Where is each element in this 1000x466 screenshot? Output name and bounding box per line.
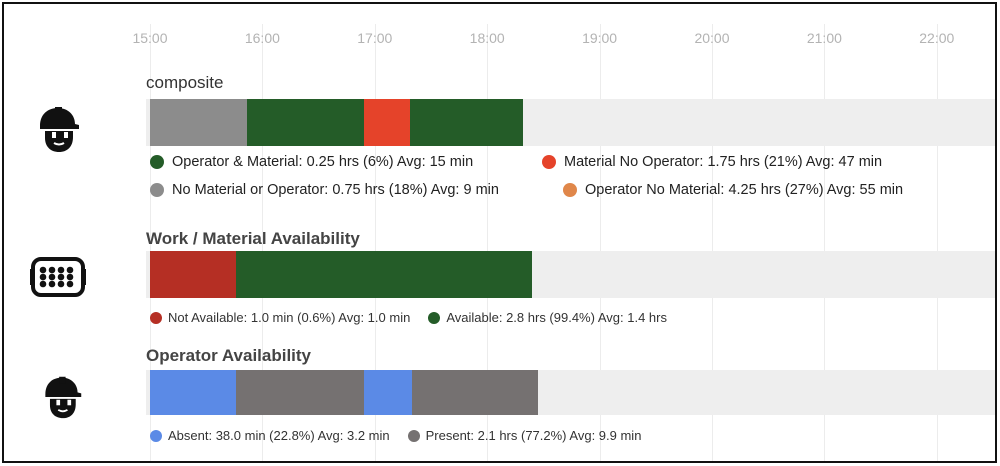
- legend-label: No Material or Operator: 0.75 hrs (18%) …: [172, 182, 499, 198]
- section-title-composite: composite: [146, 73, 224, 92]
- legend-dot: [563, 183, 577, 197]
- material-legend-row: Not Available: 1.0 min (0.6%) Avg: 1.0 m…: [150, 310, 685, 325]
- legend-dot: [407, 429, 420, 442]
- legend-dot: [150, 155, 164, 169]
- timeline-segment[interactable]: [236, 370, 364, 415]
- gridline: [824, 24, 826, 461]
- time-tick-label: 17:00: [357, 30, 393, 46]
- time-tick-label: 21:00: [806, 30, 842, 46]
- legend-item: Material No Operator: 1.75 hrs (21%) Avg…: [542, 154, 882, 170]
- composite-legend-row-2: No Material or Operator: 0.75 hrs (18%) …: [150, 182, 921, 198]
- section-title-operator: Operator Availability: [146, 346, 312, 365]
- time-tick-label: 15:00: [132, 30, 168, 46]
- section-title-material: Work / Material Availability: [146, 229, 360, 248]
- legend-item: Available: 2.8 hrs (99.4%) Avg: 1.4 hrs: [428, 310, 667, 325]
- timeline-segment[interactable]: [363, 99, 411, 146]
- legend-dot: [542, 155, 556, 169]
- legend-dot: [150, 429, 162, 442]
- timeline-segment[interactable]: [150, 251, 237, 298]
- composite-timeline-bar[interactable]: [146, 99, 995, 146]
- material-tray-icon: [30, 257, 86, 297]
- timeline-segment[interactable]: [363, 370, 413, 415]
- legend-item: Present: 2.1 hrs (77.2%) Avg: 9.9 min: [407, 428, 642, 443]
- legend-item: Operator & Material: 0.25 hrs (6%) Avg: …: [150, 154, 524, 170]
- gridline: [712, 24, 713, 461]
- legend-label: Operator & Material: 0.25 hrs (6%) Avg: …: [172, 154, 474, 170]
- legend-item: Absent: 38.0 min (22.8%) Avg: 3.2 min: [150, 428, 390, 443]
- gridline: [374, 24, 376, 461]
- legend-dot: [428, 311, 441, 324]
- timeline-segment[interactable]: [150, 99, 248, 146]
- gridline: [487, 24, 489, 461]
- composite-legend-row-1: Operator & Material: 0.25 hrs (6%) Avg: …: [150, 154, 900, 170]
- timeline-segment[interactable]: [412, 370, 538, 415]
- legend-item: Not Available: 1.0 min (0.6%) Avg: 1.0 m…: [150, 310, 410, 325]
- operator-timeline-bar[interactable]: [146, 370, 995, 415]
- time-tick-label: 22:00: [919, 30, 955, 46]
- legend-label: Not Available: 1.0 min (0.6%) Avg: 1.0 m…: [168, 310, 411, 325]
- time-tick-label: 20:00: [694, 30, 730, 46]
- legend-dot: [150, 183, 164, 197]
- legend-label: Present: 2.1 hrs (77.2%) Avg: 9.9 min: [425, 428, 642, 443]
- material-timeline-bar[interactable]: [146, 251, 995, 298]
- time-tick-label: 18:00: [469, 30, 505, 46]
- worker-helmet-icon: [40, 107, 79, 152]
- legend-dot: [150, 311, 162, 324]
- operator-legend-row: Absent: 38.0 min (22.8%) Avg: 3.2 min Pr…: [150, 428, 659, 443]
- timeline-segment[interactable]: [150, 370, 237, 415]
- legend-item: Operator No Material: 4.25 hrs (27%) Avg…: [563, 182, 903, 198]
- timeline-segment[interactable]: [410, 99, 523, 146]
- gridline: [936, 24, 938, 461]
- time-tick-label: 16:00: [244, 30, 280, 46]
- timeline: 15:00 16:00 17:00 18:00 19:00 20:00 21:00 22:00: [4, 4, 995, 461]
- legend-label: Operator No Material: 4.25 hrs (27%) Avg…: [585, 182, 904, 198]
- legend-label: Available: 2.8 hrs (99.4%) Avg: 1.4 hrs: [446, 310, 667, 325]
- legend-item: No Material or Operator: 0.75 hrs (18%) …: [150, 182, 545, 198]
- legend-label: Material No Operator: 1.75 hrs (21%) Avg…: [564, 154, 883, 170]
- timeline-segment[interactable]: [247, 99, 364, 146]
- time-tick-label: 19:00: [582, 30, 618, 46]
- timeline-segment[interactable]: [236, 251, 533, 298]
- gridline: [599, 24, 601, 461]
- gridline: [150, 24, 151, 461]
- legend-label: Absent: 38.0 min (22.8%) Avg: 3.2 min: [168, 428, 390, 443]
- gridline: [262, 24, 264, 461]
- worker-helmet-icon: [45, 376, 82, 419]
